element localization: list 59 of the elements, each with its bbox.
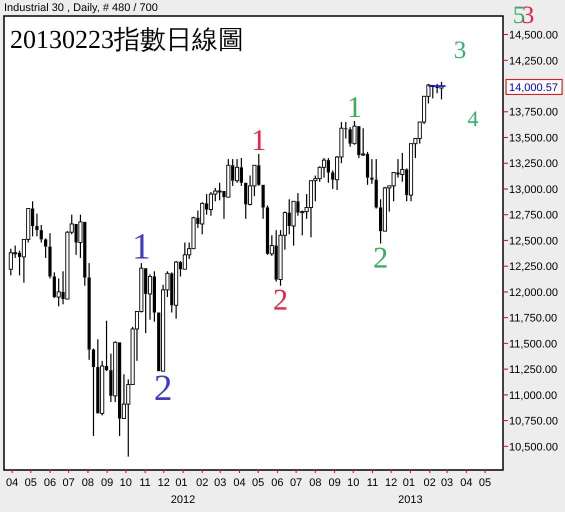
annotation: 1	[346, 90, 362, 124]
annotation: 4	[468, 106, 478, 130]
x-tick-label: 05	[478, 477, 492, 489]
annotation: 1	[251, 123, 266, 156]
x-tick-label: 03	[214, 477, 226, 489]
x-tick-label: 04	[6, 477, 18, 489]
x-tick-label: 12	[385, 477, 398, 489]
x-tick-label: 11	[366, 477, 378, 489]
chart-title: 20130223指數日線圖	[10, 25, 244, 54]
x-tick-label: 06	[271, 477, 284, 489]
x-tick-label: 06	[44, 477, 56, 489]
candlestick	[56, 278, 61, 307]
x-tick-label: 08	[82, 477, 94, 489]
x-tick-label: 05	[252, 477, 264, 489]
annotation: 2	[154, 367, 172, 408]
x-tick-label: 09	[101, 477, 114, 489]
y-tick-label: 13,500.00	[509, 132, 558, 144]
x-tick-label: 07	[290, 477, 302, 489]
y-tick-label: 10,750.00	[509, 416, 558, 428]
candlestick	[370, 158, 374, 184]
y-tick-label: 11,000.00	[509, 390, 558, 402]
x-tick-label: 04	[233, 477, 246, 489]
x-tick-label: 11	[139, 477, 151, 489]
y-tick-label: 12,500.00	[509, 235, 558, 248]
x-tick-label: 10	[347, 477, 360, 489]
x-tick-label: 08	[309, 477, 322, 489]
y-tick-label: 12,750.00	[509, 210, 558, 222]
x-tick-label: 09	[328, 477, 341, 489]
y-tick-label: 14,500.00	[509, 30, 558, 42]
x-tick-label: 03	[440, 477, 454, 489]
chart-subtitle: Industrial 30 , Daily, # 480 / 700	[4, 2, 158, 14]
y-tick-label: 13,750.00	[509, 106, 558, 119]
x-tick-label: 12	[158, 477, 170, 489]
annotation: 3	[454, 36, 466, 64]
x-tick-label: 04	[460, 477, 472, 489]
x-tick-label: 05	[24, 477, 37, 489]
y-tick-label: 10,500.00	[509, 441, 558, 454]
x-tick-label: 02	[424, 477, 436, 489]
x-tick-label: 01 2012	[170, 477, 196, 506]
y-tick-label: 13,000.00	[509, 184, 558, 196]
x-tick-label: 01 2013	[398, 477, 423, 506]
annotation: 2	[273, 283, 288, 316]
y-tick-label: 12,250.00	[509, 261, 558, 274]
candlestick	[374, 158, 378, 210]
y-tick-label: 13,250.00	[509, 158, 558, 170]
y-tick-label: 11,500.00	[509, 338, 558, 350]
y-tick-label: 11,750.00	[509, 312, 558, 325]
candlestick	[40, 224, 43, 244]
candlestick	[8, 248, 13, 276]
x-tick-label: 10	[120, 477, 132, 489]
annotation: 1	[132, 226, 151, 267]
y-tick-label: 12,000.00	[509, 286, 558, 299]
y-tick-label: 14,250.00	[509, 55, 558, 68]
annotation: 2	[373, 241, 388, 274]
x-tick-label: 07	[62, 477, 75, 489]
y-tick-label: 11,250.00	[509, 364, 558, 376]
text: 14,000.57	[509, 82, 558, 94]
x-tick-label: 02	[196, 477, 208, 489]
candlestick	[88, 262, 91, 360]
